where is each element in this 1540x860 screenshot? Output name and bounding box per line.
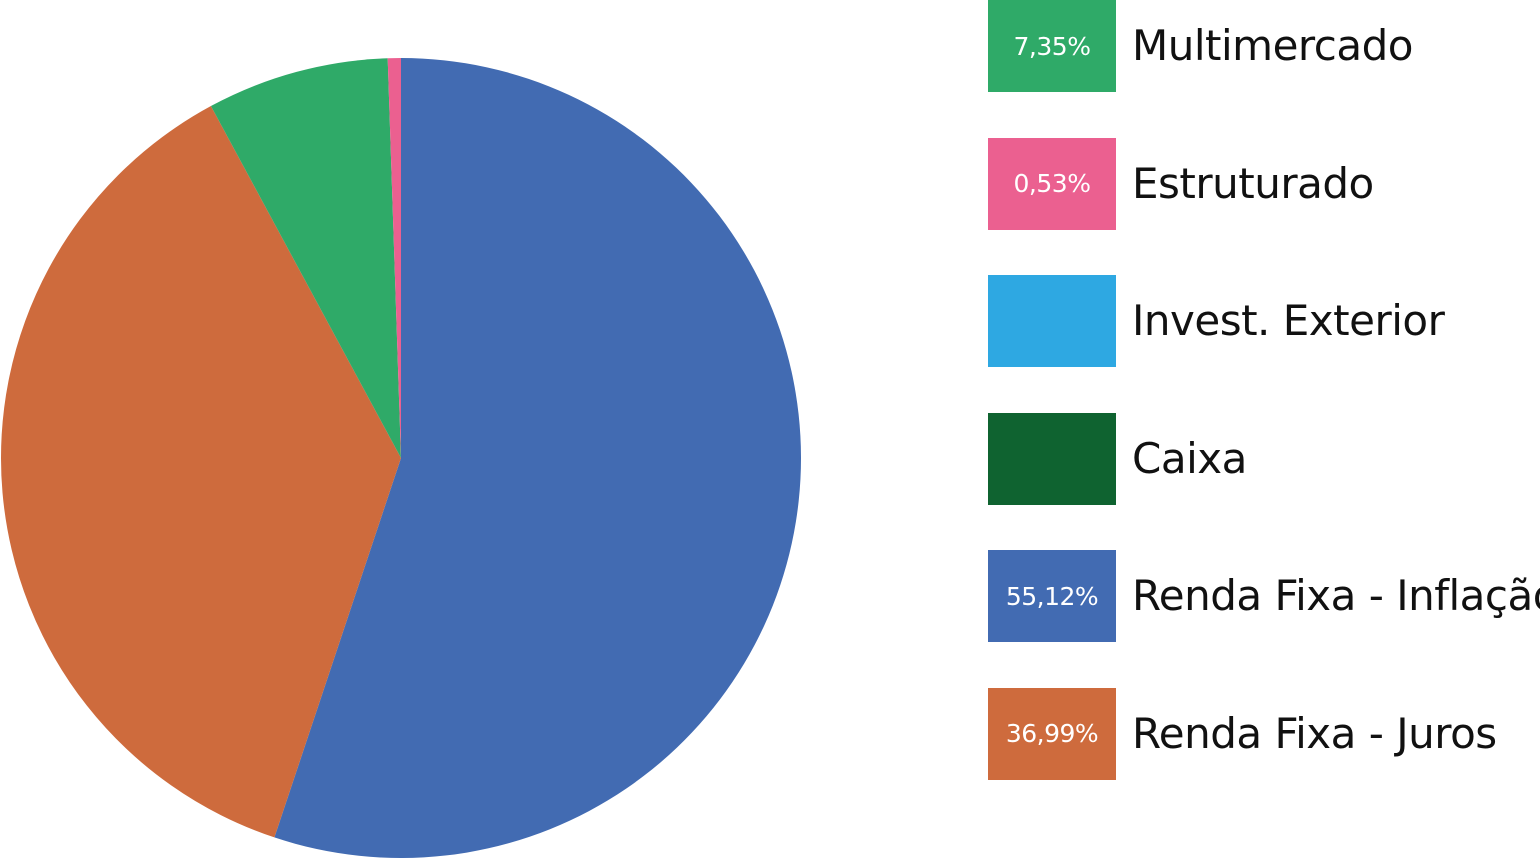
legend-swatch-renda-fixa-juros: 36,99% — [988, 687, 1116, 780]
legend-label-renda-fixa-juros: Renda Fixa - Juros — [1132, 708, 1497, 758]
legend-item-multimercado: 7,35% Multimercado — [988, 0, 1540, 92]
legend-swatch-renda-fixa-infla-o: 55,12% — [988, 550, 1116, 642]
legend-item-invest-exterior: Invest. Exterior — [988, 275, 1540, 367]
legend-swatch-caixa — [988, 412, 1116, 505]
legend-item-caixa: Caixa — [988, 412, 1540, 505]
legend: 7,35% Multimercado 0,53% Estruturado Invest.… — [988, 0, 1540, 860]
pie-slice-renda-fixa-infla-o — [274, 58, 802, 859]
legend-item-renda-fixa-juros: 36,99% Renda Fixa - Juros — [988, 687, 1540, 780]
legend-item-estruturado: 0,53% Estruturado — [988, 137, 1540, 230]
legend-label-caixa: Caixa — [1132, 433, 1247, 483]
legend-swatch-invest-exterior — [988, 275, 1116, 367]
legend-swatch-estruturado: 0,53% — [988, 137, 1116, 230]
pie-chart — [1, 58, 802, 859]
legend-label-renda-fixa-infla-o: Renda Fixa - Inflação — [1132, 571, 1540, 620]
legend-label-invest-exterior: Invest. Exterior — [1132, 296, 1445, 345]
pie-slice-estruturado — [387, 58, 401, 458]
pie-slice-multimercado — [210, 58, 401, 459]
legend-swatch-multimercado: 7,35% — [988, 0, 1116, 92]
legend-item-renda-fixa-infla-o: 55,12% Renda Fixa - Inflação — [988, 550, 1540, 642]
legend-label-estruturado: Estruturado — [1132, 158, 1374, 208]
pie-slice-renda-fixa-juros — [1, 106, 402, 838]
legend-label-multimercado: Multimercado — [1132, 21, 1413, 70]
